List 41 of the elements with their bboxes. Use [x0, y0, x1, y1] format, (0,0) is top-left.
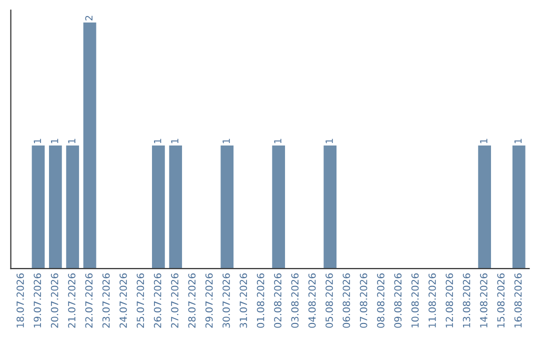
x-tick-label: 19.07.2026	[34, 273, 42, 328]
data-label: 1	[480, 138, 488, 144]
x-tick-label: 13.08.2026	[462, 273, 470, 328]
x-tick-label: 06.08.2026	[342, 273, 350, 328]
data-label: 2	[85, 16, 92, 20]
x-tick-label: 20.07.2026	[50, 273, 58, 328]
x-tick-label: 04.08.2026	[308, 273, 316, 328]
data-label: 1	[222, 138, 230, 144]
x-tick-label: 01.08.2026	[256, 273, 264, 328]
data-label: 1	[274, 138, 282, 144]
x-tick-label: 12.08.2026	[446, 273, 454, 328]
x-tick-label: 31.07.2026	[240, 273, 248, 328]
x-tick-label: 30.07.2026	[222, 273, 230, 328]
x-tick-label: 07.08.2026	[360, 273, 368, 328]
x-tick-label: 24.07.2026	[120, 273, 127, 328]
x-tick-label: 16.08.2026	[514, 273, 522, 328]
x-tick-label: 05.08.2026	[326, 273, 333, 328]
data-label: 1	[514, 138, 522, 144]
x-tick-label: 21.07.2026	[68, 273, 76, 328]
x-tick-label: 28.07.2026	[188, 273, 196, 328]
x-tick-label: 09.08.2026	[394, 273, 402, 328]
data-label: 1	[51, 138, 58, 144]
x-tick-label: 15.08.2026	[497, 273, 505, 328]
x-tick-label: 22.07.2026	[85, 273, 93, 328]
data-label: 1	[326, 138, 333, 144]
data-label: 1	[34, 138, 41, 144]
x-tick-label: 03.08.2026	[291, 273, 299, 328]
x-tick-label: 11.08.2026	[428, 273, 436, 328]
data-label: 1	[171, 138, 178, 144]
x-tick-label: 27.07.2026	[171, 273, 178, 328]
x-tick-label: 23.07.2026	[102, 273, 110, 328]
x-tick-label: 25.07.2026	[136, 273, 144, 328]
x-tick-label: 02.08.2026	[274, 273, 282, 328]
x-tick-label: 14.08.2026	[480, 273, 488, 328]
data-label: 1	[68, 138, 76, 144]
x-tick-label: 10.08.2026	[411, 273, 419, 328]
x-tick-label: 26.07.2026	[154, 273, 162, 328]
x-tick-label: 08.08.2026	[377, 273, 384, 328]
data-label: 1	[154, 138, 162, 144]
x-tick-label: 29.07.2026	[205, 273, 213, 328]
x-tick-label: 18.07.2026	[16, 273, 24, 328]
